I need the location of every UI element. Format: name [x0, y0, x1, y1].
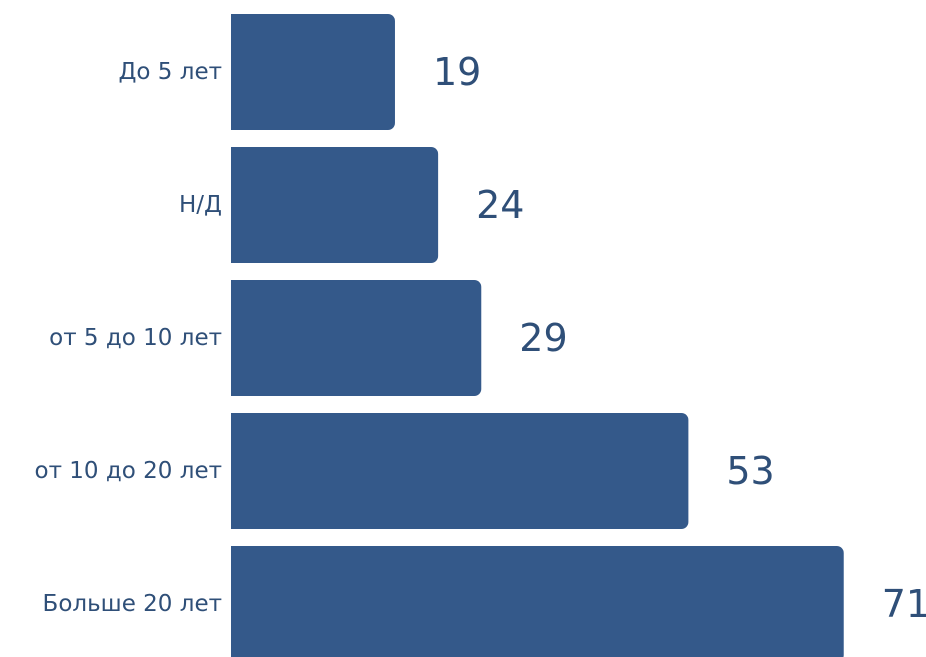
value-label: 24 — [476, 183, 524, 227]
value-label: 71 — [882, 582, 926, 626]
category-labels-group: До 5 лет Н/Д от 5 до 10 лет от 10 до 20 лет… — [35, 59, 222, 617]
value-labels-group: 19 24 29 53 71 — [433, 50, 926, 626]
value-label: 19 — [433, 50, 481, 94]
category-label: До 5 лет — [118, 59, 222, 85]
bar — [224, 546, 844, 657]
category-label: от 10 до 20 лет — [35, 458, 222, 484]
bar — [224, 413, 689, 529]
value-label: 29 — [519, 316, 567, 360]
bar-left-mask — [223, 13, 231, 131]
bar-left-mask — [223, 146, 231, 264]
bar-left-mask — [223, 279, 231, 397]
bar — [224, 14, 395, 130]
value-label: 53 — [726, 449, 774, 493]
bars-group — [223, 13, 844, 657]
bar-left-mask — [223, 412, 231, 530]
category-label: Больше 20 лет — [43, 591, 222, 617]
category-label: Н/Д — [179, 192, 222, 218]
category-label: от 5 до 10 лет — [49, 325, 222, 351]
bar — [224, 280, 482, 396]
bar — [224, 147, 439, 263]
bar-left-mask — [223, 545, 231, 657]
